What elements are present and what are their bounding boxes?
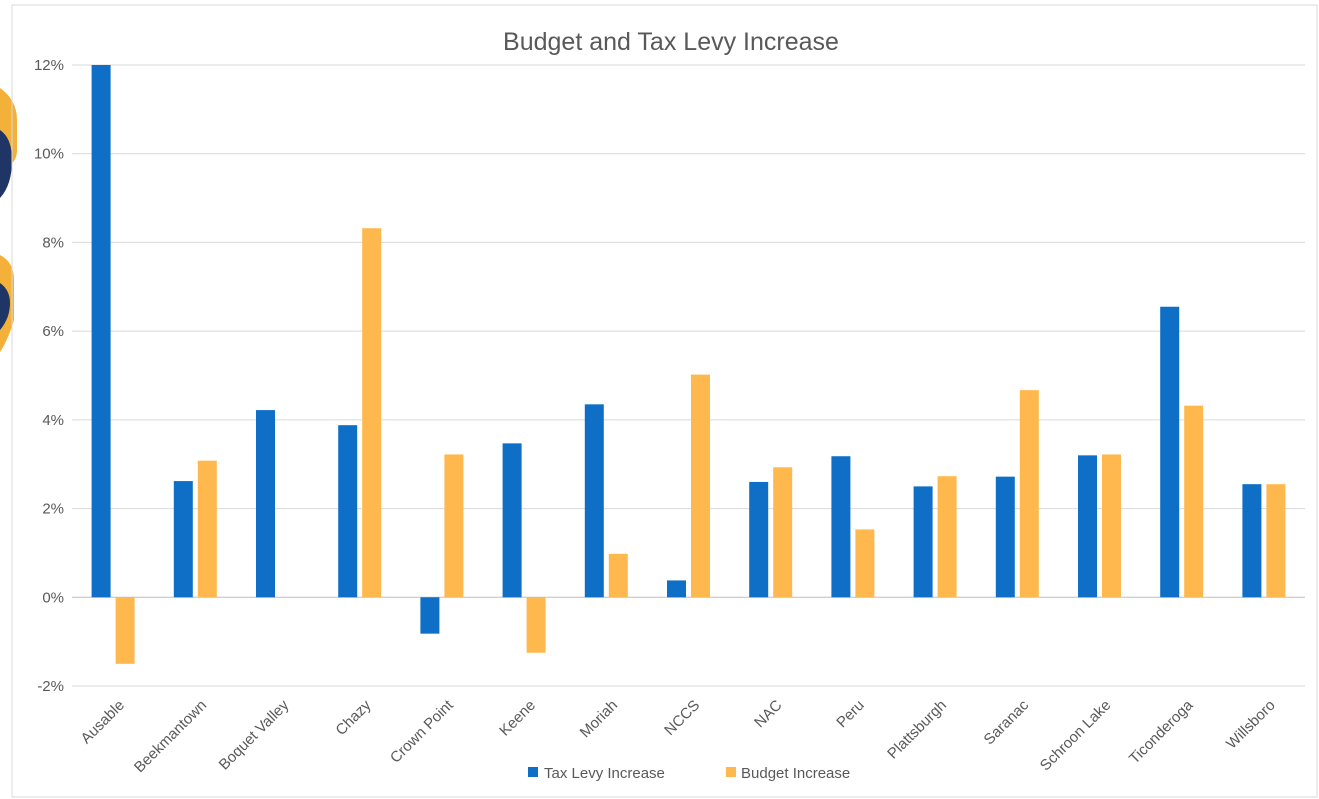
bar-tax-levy: [667, 580, 686, 598]
legend: Tax Levy Increase Budget Increase: [528, 765, 850, 782]
y-tick-label: 4%: [42, 412, 64, 429]
bar-budget: [773, 467, 793, 598]
legend-label-tax-levy: Tax Levy Increase: [544, 765, 665, 782]
bar-tax-levy: [338, 425, 358, 598]
bar-budget: [1266, 484, 1286, 598]
bar-budget: [855, 529, 875, 598]
bar-tax-levy: [831, 456, 851, 598]
x-tick-label: NCCS: [661, 697, 703, 739]
legend-label-budget: Budget Increase: [741, 765, 850, 782]
x-tick-label: NAC: [751, 697, 786, 732]
bar-budget: [691, 374, 710, 598]
bar-tax-levy: [1078, 455, 1097, 598]
x-tick-label: Willsboro: [1223, 697, 1279, 753]
bars: [91, 65, 1286, 664]
bar-budget: [1019, 390, 1039, 598]
bar-tax-levy: [584, 404, 604, 598]
x-tick-label: Beekmantown: [131, 697, 210, 776]
logo-navy-arc-lower: [0, 283, 10, 330]
x-tick-label: Ticonderoga: [1126, 696, 1197, 767]
y-tick-label: 6%: [42, 323, 64, 340]
x-tick-label: Saranac: [981, 696, 1033, 748]
x-tick-label: Chazy: [332, 696, 374, 738]
bar-budget: [526, 597, 546, 653]
bar-tax-levy: [256, 410, 275, 598]
x-axis-labels: Ausable Beekmantown Boquet Valley Chazy Crow…: [78, 696, 1279, 776]
y-tick-label: 10%: [34, 146, 64, 163]
legend-swatch-budget: [726, 767, 736, 777]
y-tick-label: 0%: [42, 589, 64, 606]
y-axis-ticks: -2% 0% 2% 4% 6% 8% 10% 12%: [34, 57, 64, 695]
bar-tax-levy: [420, 597, 440, 634]
y-tick-label: 12%: [34, 57, 64, 74]
bar-budget: [115, 597, 135, 664]
bar-tax-levy: [502, 443, 522, 598]
bar-budget: [1102, 454, 1121, 598]
gridlines: [72, 64, 1305, 687]
bar-budget: [362, 228, 382, 598]
x-tick-label: Moriah: [577, 697, 621, 741]
bar-tax-levy: [1160, 306, 1180, 598]
bar-budget: [197, 460, 217, 598]
x-tick-label: Schroon Lake: [1037, 697, 1114, 774]
bar-budget: [937, 476, 957, 598]
chart-border: [11, 4, 1318, 798]
bar-tax-levy: [913, 486, 933, 598]
chart-title: Budget and Tax Levy Increase: [503, 28, 839, 56]
bar-budget: [1184, 405, 1204, 598]
x-tick-label: Keene: [496, 697, 539, 740]
logo-fragment: [0, 88, 17, 352]
bar-tax-levy: [749, 481, 769, 598]
logo-navy-arc: [0, 130, 12, 198]
x-tick-label: Boquet Valley: [216, 696, 293, 773]
bar-tax-levy: [1242, 484, 1262, 598]
bar-budget: [608, 553, 628, 598]
bar-tax-levy: [995, 476, 1015, 598]
x-tick-label: Plattsburgh: [884, 697, 950, 763]
legend-swatch-tax-levy: [528, 767, 538, 777]
bar-budget: [444, 454, 464, 598]
bar-tax-levy: [91, 65, 111, 598]
y-tick-label: -2%: [37, 678, 64, 695]
x-tick-label: Crown Point: [387, 696, 457, 766]
y-tick-label: 2%: [42, 501, 64, 518]
x-tick-label: Ausable: [78, 697, 128, 747]
x-tick-label: Peru: [833, 697, 867, 731]
bar-tax-levy: [173, 481, 193, 598]
y-tick-label: 8%: [42, 234, 64, 251]
